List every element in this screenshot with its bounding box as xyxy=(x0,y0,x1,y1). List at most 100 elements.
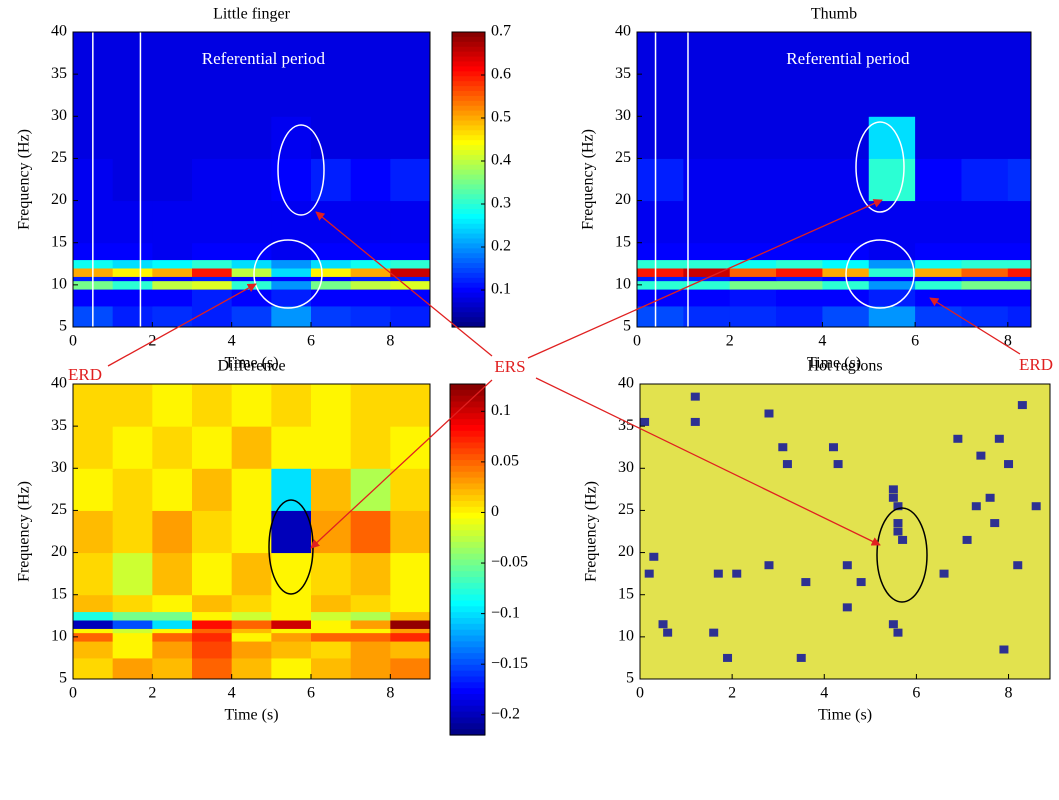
heat-cell xyxy=(683,280,731,290)
heat-cell xyxy=(390,116,430,159)
heat-cell xyxy=(73,594,114,613)
colorbar-tick-label: 0.3 xyxy=(491,195,511,212)
heat-cell xyxy=(637,259,684,269)
arrow xyxy=(929,297,1021,355)
heat-cell xyxy=(350,200,391,244)
colorbar-step xyxy=(452,287,485,294)
x-tick-label: 0 xyxy=(69,333,77,350)
heat-cell xyxy=(637,280,684,290)
heat-cell xyxy=(152,242,193,261)
colorbar-step xyxy=(450,436,485,444)
colorbar-step xyxy=(452,297,485,304)
y-tick-label: 40 xyxy=(618,375,634,392)
heat-cell xyxy=(683,116,731,159)
colorbar-step xyxy=(452,258,485,264)
heat-cell xyxy=(390,657,430,679)
heat-cell xyxy=(231,74,272,117)
heat-cell xyxy=(961,268,1009,277)
heat-cell xyxy=(311,259,352,269)
colorbar-step xyxy=(452,100,485,107)
colorbar-step xyxy=(450,547,485,555)
hot-cell xyxy=(833,460,843,469)
colorbar-tick-label: −0.05 xyxy=(491,554,528,571)
heat-cell xyxy=(390,641,430,659)
heat-cell xyxy=(271,32,312,75)
colorbar-step xyxy=(452,61,485,68)
heat-cell xyxy=(112,426,153,469)
colorbar-step xyxy=(450,553,485,561)
colorbar-step xyxy=(450,483,485,490)
heat-cell xyxy=(390,268,430,277)
heat-cell xyxy=(311,552,352,596)
arrow xyxy=(310,379,493,549)
heat-cell xyxy=(729,259,777,269)
x-tick-label: 8 xyxy=(386,685,394,702)
heat-cell xyxy=(231,641,272,659)
ers-label: ERS xyxy=(494,357,525,376)
heat-cell xyxy=(152,426,193,469)
colorbar-frame xyxy=(451,31,486,328)
hot-cell xyxy=(1017,401,1027,410)
colorbar-tick-label: −0.2 xyxy=(491,705,520,722)
heat-cell xyxy=(73,620,114,629)
hot-cell xyxy=(723,653,733,662)
hot-cell xyxy=(990,519,1000,528)
heat-cell xyxy=(683,268,731,277)
heat-cell xyxy=(776,259,823,269)
heat-cell xyxy=(776,289,823,307)
heat-cell xyxy=(271,74,312,117)
heat-cell xyxy=(915,268,962,277)
colorbar-tick-label: 0.5 xyxy=(491,109,511,126)
heat-cell xyxy=(1007,32,1031,75)
colorbar-step xyxy=(450,653,485,660)
hot-cell xyxy=(888,620,898,629)
heat-cell xyxy=(729,158,777,202)
heat-cell xyxy=(192,632,233,642)
heat-cell xyxy=(350,594,391,613)
heat-cell xyxy=(776,280,823,290)
heat-cell xyxy=(231,116,272,159)
heat-cell xyxy=(390,242,430,261)
colorbar-step xyxy=(450,658,485,666)
colorbar-step xyxy=(452,263,485,269)
heat-cell xyxy=(112,657,153,679)
heat-cell xyxy=(350,259,391,269)
x-tick-label: 2 xyxy=(726,333,734,350)
heat-cell xyxy=(192,289,233,307)
heat-cell xyxy=(729,32,777,75)
colorbar-step xyxy=(450,664,485,672)
colorbar-step xyxy=(452,56,485,63)
heat-cell xyxy=(350,384,391,427)
heat-cell xyxy=(231,200,272,244)
heat-cell xyxy=(350,628,391,634)
y-tick-label: 25 xyxy=(51,501,67,518)
heat-cell xyxy=(311,632,352,642)
colorbar-step xyxy=(452,91,485,97)
heat-cell xyxy=(152,384,193,427)
colorbar-step xyxy=(450,623,485,631)
heat-cell xyxy=(271,268,312,277)
hot-cell xyxy=(999,645,1009,654)
y-tick-label: 20 xyxy=(51,191,67,208)
colorbar-step xyxy=(450,471,485,479)
hot-cell xyxy=(663,628,673,637)
plot-area xyxy=(640,384,1050,679)
heat-cell xyxy=(73,628,114,634)
heat-cell xyxy=(311,641,352,659)
heat-cell xyxy=(271,305,312,327)
heat-cell xyxy=(350,468,391,511)
heat-cell xyxy=(915,280,962,290)
heat-cell xyxy=(822,242,870,261)
x-tick-label: 2 xyxy=(148,685,156,702)
colorbar-step xyxy=(450,688,485,695)
heat-cell xyxy=(112,242,153,261)
hot-cell xyxy=(842,603,852,612)
heat-cell xyxy=(822,32,870,75)
colorbar-step xyxy=(452,145,485,151)
heat-cell xyxy=(350,510,391,554)
plot-area: Referential period xyxy=(73,32,430,327)
x-tick-label: 8 xyxy=(1005,685,1013,702)
heat-cell xyxy=(776,158,823,202)
heat-cell xyxy=(1007,259,1031,269)
hot-cell xyxy=(842,561,852,570)
